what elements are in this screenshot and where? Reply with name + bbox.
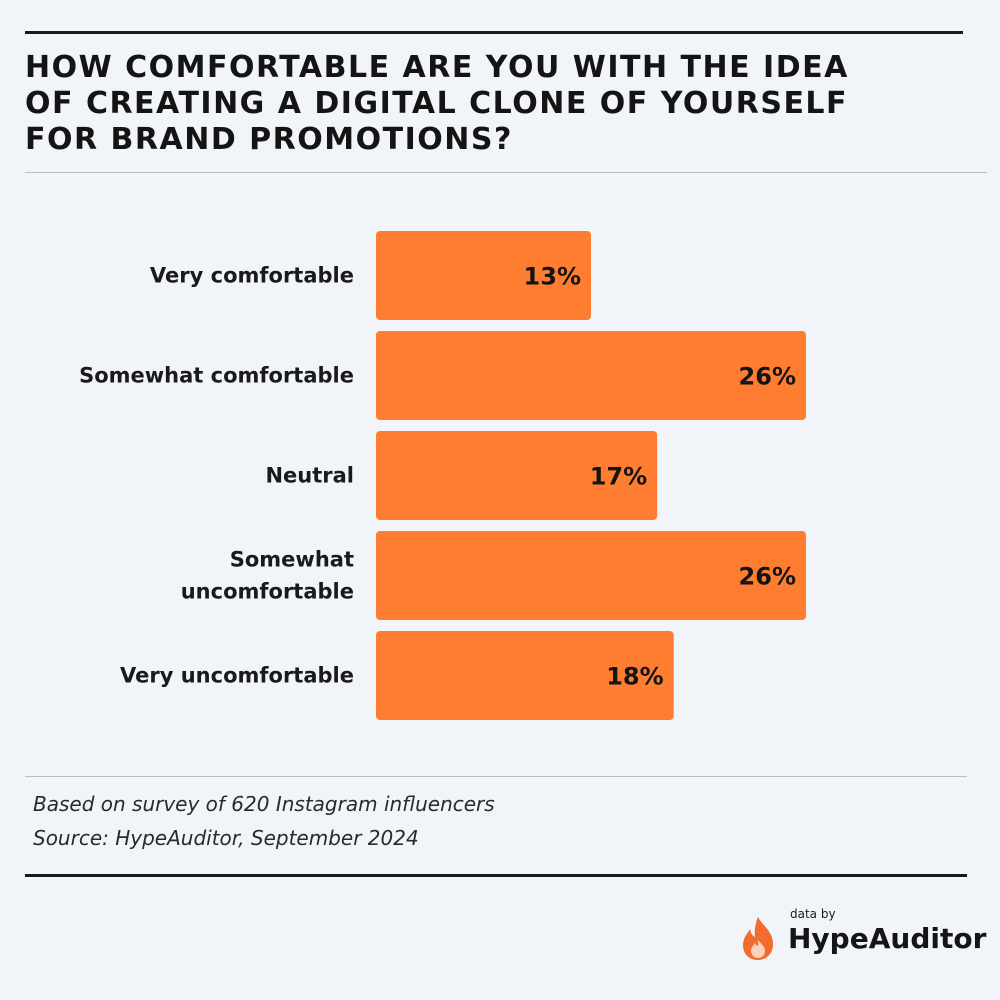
bar-value-label-1: 26%: [739, 363, 796, 391]
category-label-0: Very comfortable: [150, 264, 354, 288]
bar-value-label-2: 17%: [590, 463, 647, 491]
bar-3: [376, 531, 806, 620]
category-label-2: Neutral: [265, 464, 354, 488]
category-label-4: Very uncomfortable: [120, 664, 354, 688]
notes-divider: [25, 776, 967, 777]
bar-2: [376, 431, 658, 520]
category-label-1: Somewhat comfortable: [79, 364, 354, 388]
brand-name: HypeAuditor: [788, 922, 987, 955]
bar-value-label-3: 26%: [739, 563, 796, 591]
source-note: Source: HypeAuditor, September 2024: [33, 826, 419, 850]
chart-title: How comfortable are you with the idea of…: [25, 50, 849, 157]
bar-0: [376, 231, 591, 320]
category-label-3: Somewhat uncomfortable: [181, 548, 354, 604]
title-divider: [25, 172, 987, 173]
brand-logo: data by HypeAuditor: [738, 905, 987, 965]
flame-icon: [743, 917, 773, 960]
brand-prefix: data by: [790, 907, 836, 921]
top-rule: [25, 31, 963, 34]
bar-value-label-4: 18%: [606, 663, 663, 691]
bottom-rule: [25, 874, 967, 877]
survey-note: Based on survey of 620 Instagram influen…: [33, 792, 495, 816]
bar-4: [376, 631, 674, 720]
bar-value-label-0: 13%: [524, 263, 581, 291]
bar-1: [376, 331, 806, 420]
